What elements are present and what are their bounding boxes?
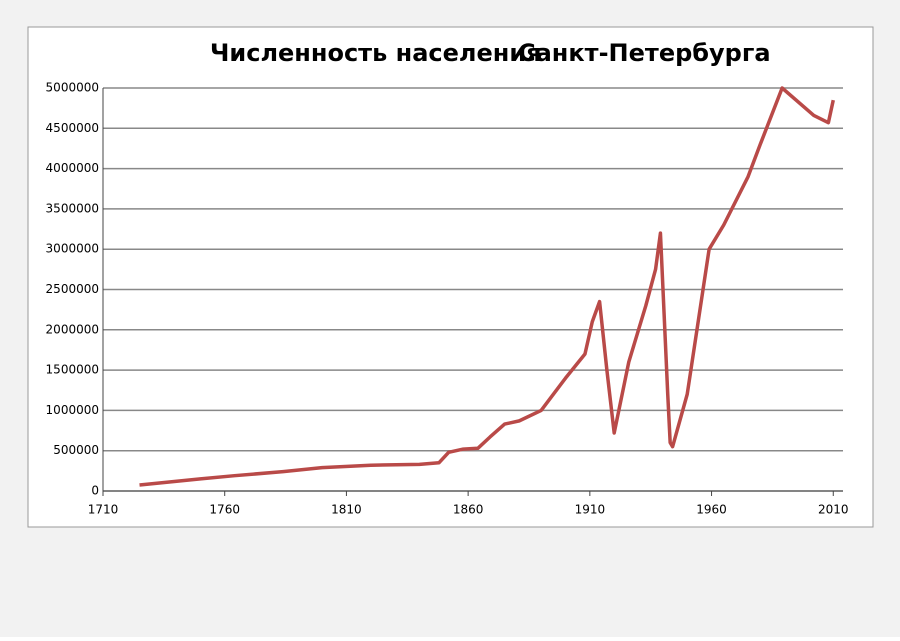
y-tick-label: 1000000: [46, 403, 99, 417]
x-tick-label: 1960: [696, 503, 727, 517]
y-tick-label: 2000000: [46, 322, 99, 336]
y-tick-label: 2500000: [46, 282, 99, 296]
chart-frame: [27, 26, 874, 528]
x-tick-label: 1860: [453, 503, 484, 517]
chart-title: Санкт-Петербурга: [518, 39, 771, 67]
y-tick-label: 4000000: [46, 161, 99, 175]
x-tick-label: 1710: [88, 503, 119, 517]
y-tick-label: 3000000: [46, 242, 99, 256]
line: [139, 86, 835, 487]
y-tick-label: 5000000: [46, 81, 99, 95]
y-tick-label: 3500000: [46, 201, 99, 215]
x-tick-label: 1810: [331, 503, 362, 517]
y-tick-label: 500000: [53, 443, 99, 457]
y-tick-label: 4500000: [46, 121, 99, 135]
y-tick-label: 0: [91, 484, 99, 498]
x-tick-label: 1910: [575, 503, 606, 517]
y-tick-label: 1500000: [46, 363, 99, 377]
chart-title: Численность населения: [210, 39, 542, 67]
x-tick-label: 2010: [818, 503, 849, 517]
x-tick-label: 1760: [209, 503, 240, 517]
